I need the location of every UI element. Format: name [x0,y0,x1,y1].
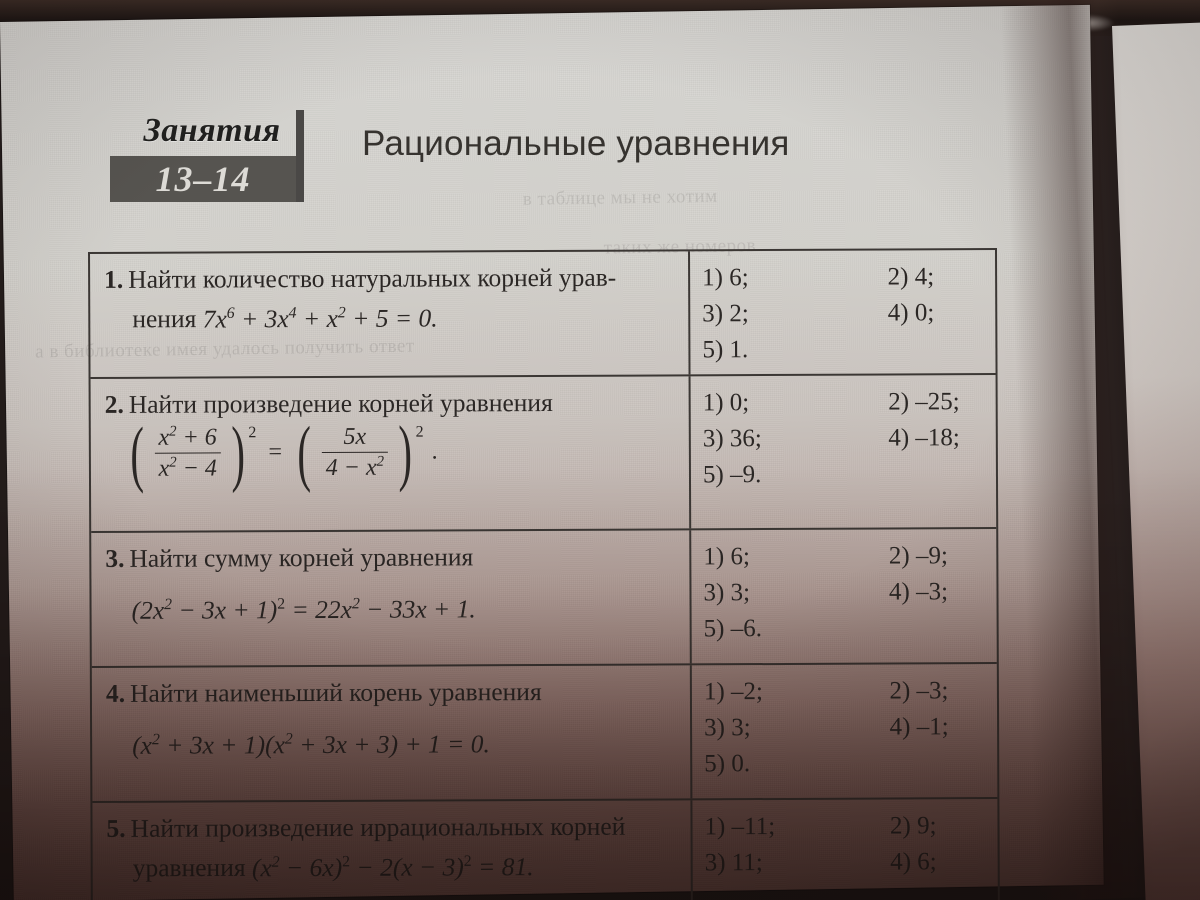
answer-option[interactable]: 1) 6; [702,264,749,292]
exponent: 2 [248,423,257,441]
equation-inline: (x2 − 6x)2 − 2(x − 3)2 = 81. [251,851,534,882]
lesson-badge-number: 13–14 [110,156,296,202]
question-line: 2. Найти произведение корней уравнения [105,385,679,422]
answer-option[interactable]: 1) 6; [703,543,750,571]
answers-cell: 1) 0; 2) –25; 3) 36; 4) –18; 5) –9. [691,375,997,528]
table-row: 4. Найти наименьший корень уравнения (x2 … [91,664,998,803]
answers-cell: 1) –11; 2) 9; 3) 11; 4) 6; [692,799,998,900]
question-line: 5. Найти произведение иррациональных корн… [106,809,680,846]
question-text: Найти произведение корней уравнения [128,387,553,419]
badge-divider-rule [296,110,304,202]
equation-inline: 7x6 + 3x4 + x2 + 5 = 0. [202,302,438,334]
answer-option[interactable]: 3) 36; [702,425,762,453]
right-paren: ) [231,411,246,494]
left-fraction: x2 + 6 x2 − 4 [149,423,226,483]
question-text-cont: нения [132,304,203,334]
answer-option[interactable]: 2) –25; [888,388,960,416]
left-paren: ( [297,411,312,494]
question-cell: 5. Найти произведение иррациональных корн… [92,800,693,900]
exponent: 2 [415,423,424,441]
answer-options: 1) –2; 2) –3; 3) 3; 4) –1; 5) 0. [704,673,991,782]
answer-option[interactable]: 3) 11; [704,849,763,877]
answer-options: 1) 6; 2) –9; 3) 3; 4) –3; 5) –6. [703,538,990,647]
fraction-denominator: 4 − x2 [321,451,389,482]
question-text: Найти сумму корней уравнения [129,542,474,573]
lesson-badge-word: Занятия [143,112,281,149]
answer-option[interactable]: 1) –11; [704,813,776,841]
left-paren: ( [130,412,145,495]
answers-cell: 1) 6; 2) 4; 3) 2; 4) 0; 5) 1. [690,250,996,374]
question-number: 4. [105,678,126,708]
question-line: 3. Найти сумму корней уравнения [105,539,679,576]
question-text-cont: уравнения [132,852,252,883]
page-title: Рациональные уравнения [362,124,790,163]
table-row: 1. Найти количество натуральных корней ур… [90,250,996,379]
answer-option[interactable]: 4) 6; [890,848,937,876]
answer-option[interactable]: 2) –3; [889,677,949,705]
question-number: 1. [104,264,124,294]
question-line: 4. Найти наименьший корень уравнения [106,674,680,711]
exercise-table: 1. Найти количество натуральных корней ур… [88,248,1000,900]
table-row: 3. Найти сумму корней уравнения (2x2 − 3x… [91,529,997,668]
question-number: 5. [106,813,126,843]
question-cell: 3. Найти сумму корней уравнения (2x2 − 3x… [91,530,692,666]
right-paren: ) [398,411,413,494]
answer-option[interactable]: 2) 9; [889,812,937,840]
answer-option[interactable]: 3) 2; [702,300,749,328]
answers-cell: 1) 6; 2) –9; 3) 3; 4) –3; 5) –6. [691,529,997,663]
equals-sign: = [268,439,283,466]
question-text: Найти произведение иррациональных корней [130,811,626,843]
answer-option[interactable]: 2) –9; [888,542,948,570]
fraction-denominator: x2 − 4 [154,452,221,483]
equation-inline: (x2 + 3x + 1)(x2 + 3x + 3) + 1 = 0. [132,728,490,760]
page-header: Занятия 13–14 Рациональные уравнения [110,108,870,218]
question-text: Найти наименьший корень уравнения [129,677,542,708]
question-cell: 2. Найти произведение корней уравнения ( … [90,376,692,531]
fraction-numerator: 5x [343,423,367,450]
fraction-numerator: x2 + 6 [158,423,217,451]
question-text: Найти количество натуральных корней урав… [128,262,617,294]
answer-option[interactable]: 3) 3; [704,714,751,742]
answer-option[interactable]: 1) –2; [703,678,764,706]
equation-fraction: ( x2 + 6 x2 − 4 ) 2 = ( 5x 4 − x2 ) 2 . [105,411,679,495]
answer-option[interactable]: 5) –6. [703,615,763,643]
question-cell: 4. Найти наименьший корень уравнения (x2 … [91,665,693,801]
question-line-cont: нения 7x6 + 3x4 + x2 + 5 = 0. [104,294,678,336]
right-fraction: 5x 4 − x2 [317,423,394,482]
answer-option[interactable]: 4) –18; [888,424,960,452]
question-number: 2. [104,389,124,419]
answer-option[interactable]: 2) 4; [887,263,935,291]
answer-option[interactable]: 1) 0; [702,389,750,417]
answer-option[interactable]: 5) –9. [702,461,762,489]
question-line-cont: уравнения (x2 − 6x)2 − 2(x − 3)2 = 81. [107,843,681,885]
lesson-badge: Занятия 13–14 [110,108,306,204]
period: . [431,438,438,465]
answers-cell: 1) –2; 2) –3; 3) 3; 4) –1; 5) 0. [692,664,998,798]
answer-options: 1) 0; 2) –25; 3) 36; 4) –18; 5) –9. [703,384,990,493]
table-row: 2. Найти произведение корней уравнения ( … [90,375,997,533]
answer-option[interactable]: 4) –1; [889,713,949,741]
equation-inline: (2x2 − 3x + 1)2 = 22x2 − 33x + 1. [131,593,476,625]
question-line: 1. Найти количество натуральных корней ур… [104,260,678,297]
answer-options: 1) –11; 2) 9; 3) 11; 4) 6; [704,808,991,881]
answer-option[interactable]: 3) 3; [703,579,751,607]
answer-option[interactable]: 5) 0. [704,750,751,778]
answer-options: 1) 6; 2) 4; 3) 2; 4) 0; 5) 1. [702,259,989,368]
answer-option[interactable]: 5) 1. [702,336,749,364]
question-cell: 1. Найти количество натуральных корней ур… [90,251,691,377]
answer-option[interactable]: 4) –3; [888,578,949,606]
table-row: 5. Найти произведение иррациональных корн… [92,799,998,900]
question-number: 3. [105,543,125,573]
answer-option[interactable]: 4) 0; [887,299,935,327]
